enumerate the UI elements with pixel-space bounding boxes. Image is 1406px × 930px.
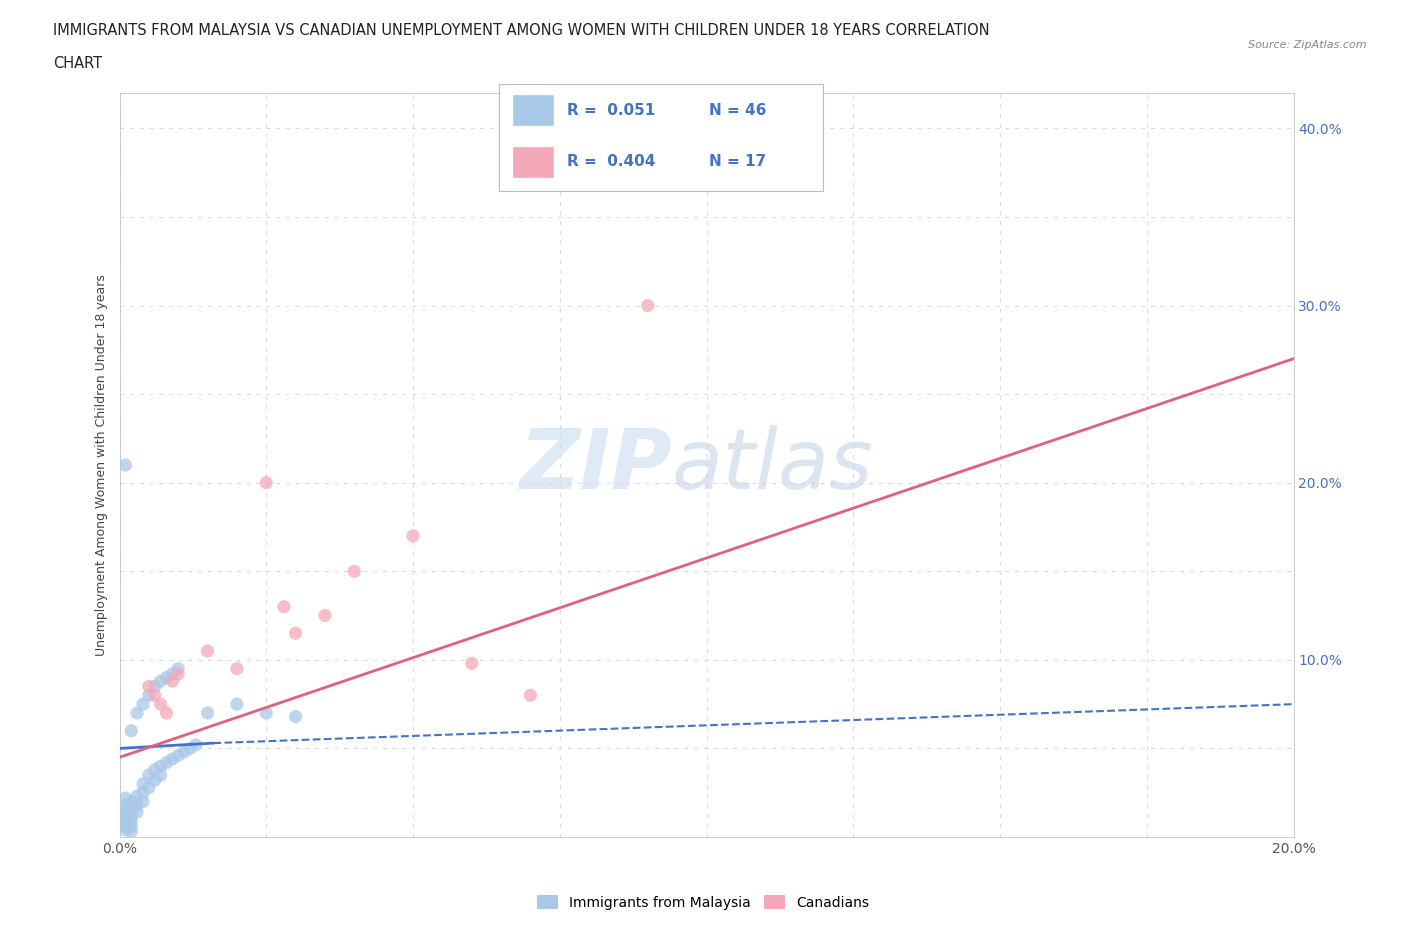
Text: R =  0.404: R = 0.404 bbox=[567, 154, 655, 169]
Point bbox=[143, 679, 166, 694]
Point bbox=[127, 706, 149, 721]
Point bbox=[114, 808, 136, 823]
Text: ZIP: ZIP bbox=[519, 424, 671, 506]
Point bbox=[138, 780, 160, 795]
Point bbox=[132, 794, 155, 809]
Point bbox=[162, 673, 184, 688]
Y-axis label: Unemployment Among Women with Children Under 18 years: Unemployment Among Women with Children U… bbox=[94, 274, 108, 656]
Point bbox=[120, 724, 142, 738]
Point bbox=[167, 748, 190, 763]
Point bbox=[167, 667, 190, 682]
Point bbox=[120, 824, 142, 839]
Point bbox=[138, 767, 160, 782]
Point bbox=[138, 688, 160, 703]
Point bbox=[284, 709, 307, 724]
Point bbox=[225, 697, 249, 711]
Point bbox=[114, 822, 136, 837]
Text: R =  0.051: R = 0.051 bbox=[567, 103, 655, 118]
Bar bbox=[512, 146, 554, 178]
Point bbox=[162, 751, 184, 766]
Text: Source: ZipAtlas.com: Source: ZipAtlas.com bbox=[1249, 40, 1367, 50]
Point bbox=[149, 697, 172, 711]
Point bbox=[120, 802, 142, 817]
Point bbox=[143, 763, 166, 777]
Text: CHART: CHART bbox=[53, 56, 103, 71]
Point bbox=[254, 706, 277, 721]
Point bbox=[197, 644, 219, 658]
Point bbox=[197, 706, 219, 721]
Text: N = 46: N = 46 bbox=[710, 103, 766, 118]
Point bbox=[127, 804, 149, 819]
Legend: Immigrants from Malaysia, Canadians: Immigrants from Malaysia, Canadians bbox=[531, 890, 875, 916]
Point bbox=[138, 679, 160, 694]
Point bbox=[155, 706, 177, 721]
Point bbox=[519, 688, 541, 703]
Text: atlas: atlas bbox=[671, 424, 873, 506]
Point bbox=[167, 661, 190, 676]
Point bbox=[460, 656, 484, 671]
Point bbox=[149, 767, 172, 782]
Point bbox=[143, 688, 166, 703]
Point bbox=[114, 819, 136, 834]
Point bbox=[254, 475, 277, 490]
Point bbox=[184, 737, 207, 752]
Point bbox=[114, 803, 136, 817]
Point bbox=[284, 626, 307, 641]
Point bbox=[637, 299, 659, 313]
Point bbox=[127, 798, 149, 813]
Point bbox=[120, 814, 142, 829]
Point bbox=[127, 789, 149, 804]
Point bbox=[162, 667, 184, 682]
Point bbox=[155, 671, 177, 685]
Point bbox=[143, 773, 166, 788]
Point bbox=[114, 798, 136, 813]
Point bbox=[155, 755, 177, 770]
Point bbox=[149, 673, 172, 688]
Point bbox=[114, 458, 136, 472]
Point bbox=[114, 816, 136, 830]
Point bbox=[179, 741, 201, 756]
Point bbox=[273, 599, 295, 614]
Point bbox=[132, 697, 155, 711]
Point bbox=[149, 759, 172, 774]
Text: IMMIGRANTS FROM MALAYSIA VS CANADIAN UNEMPLOYMENT AMONG WOMEN WITH CHILDREN UNDE: IMMIGRANTS FROM MALAYSIA VS CANADIAN UNE… bbox=[53, 23, 990, 38]
Bar bbox=[512, 94, 554, 126]
Point bbox=[402, 528, 425, 543]
Point bbox=[120, 819, 142, 834]
Point bbox=[343, 564, 366, 578]
Point bbox=[173, 745, 195, 760]
Point bbox=[132, 777, 155, 791]
Text: N = 17: N = 17 bbox=[710, 154, 766, 169]
Point bbox=[120, 794, 142, 809]
Point bbox=[132, 785, 155, 800]
Point bbox=[120, 808, 142, 823]
Point bbox=[225, 661, 249, 676]
Point bbox=[314, 608, 336, 623]
Point bbox=[114, 812, 136, 827]
Point bbox=[114, 790, 136, 805]
